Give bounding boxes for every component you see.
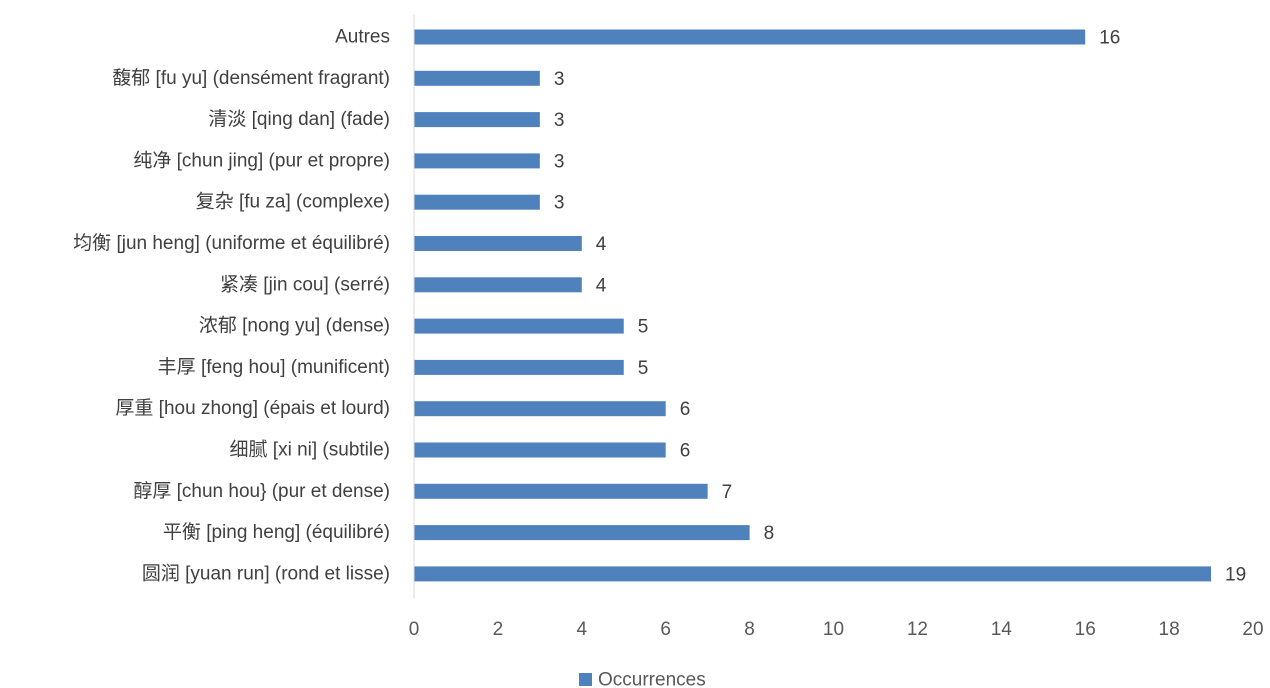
x-tick-label: 8 bbox=[744, 619, 755, 640]
x-tick-label: 20 bbox=[1242, 619, 1263, 640]
category-label: 紧凑 [jin cou] (serré) bbox=[220, 273, 390, 295]
category-label: 浓郁 [nong yu] (dense) bbox=[199, 315, 390, 337]
bar bbox=[414, 566, 1212, 582]
category-label: 均衡 [jun heng] (uniforme et équilibré) bbox=[73, 232, 390, 254]
category-label: 细腻 [xi ni] (subtile) bbox=[230, 439, 390, 461]
bar bbox=[414, 442, 666, 458]
x-tick-label: 2 bbox=[493, 619, 504, 640]
category-label: 醇厚 [chun hou} (pur et dense) bbox=[133, 480, 390, 502]
x-tick-label: 0 bbox=[409, 619, 420, 640]
legend: Occurrences bbox=[579, 670, 706, 688]
data-label: 8 bbox=[764, 523, 775, 544]
category-label: 厚重 [hou zhong] (épais et lourd) bbox=[115, 397, 390, 419]
x-tick-label: 14 bbox=[991, 619, 1013, 640]
bars-layer bbox=[414, 29, 1212, 582]
data-label: 7 bbox=[722, 482, 733, 503]
data-label: 3 bbox=[554, 69, 565, 90]
bar bbox=[414, 194, 540, 210]
bar bbox=[414, 112, 540, 128]
category-label: 平衡 [ping heng] (équilibré) bbox=[163, 521, 390, 543]
bar bbox=[414, 401, 666, 417]
bar bbox=[414, 318, 624, 334]
bar bbox=[414, 359, 624, 375]
data-label: 6 bbox=[680, 399, 691, 420]
category-label: Autres bbox=[335, 27, 390, 48]
x-tick-label: 16 bbox=[1075, 619, 1096, 640]
data-label: 4 bbox=[596, 234, 607, 255]
category-label: 纯净 [chun jing] (pur et propre) bbox=[133, 149, 390, 171]
x-tick-label: 10 bbox=[823, 619, 844, 640]
bar bbox=[414, 29, 1086, 45]
data-label: 5 bbox=[638, 358, 649, 379]
legend-label-occurrences: Occurrences bbox=[598, 670, 706, 688]
legend-swatch-occurrences bbox=[579, 673, 592, 686]
data-label: 3 bbox=[554, 151, 565, 172]
x-tick-label: 4 bbox=[577, 619, 588, 640]
category-label: 清淡 [qing dan] (fade) bbox=[208, 108, 390, 130]
category-label: 圆润 [yuan run] (rond et lisse) bbox=[142, 562, 390, 584]
bar bbox=[414, 525, 750, 541]
category-label: 丰厚 [feng hou] (munificent) bbox=[158, 356, 390, 378]
bar bbox=[414, 70, 540, 86]
bar bbox=[414, 483, 708, 499]
data-label: 3 bbox=[554, 110, 565, 131]
data-label: 19 bbox=[1225, 564, 1246, 585]
bar bbox=[414, 153, 540, 169]
category-labels: Autres 馥郁 [fu yu] (densément fragrant) 清淡 … bbox=[73, 27, 390, 585]
data-label: 6 bbox=[680, 441, 691, 462]
category-label: 复杂 [fu za] (complexe) bbox=[196, 191, 390, 213]
bar bbox=[414, 277, 582, 293]
category-label: 馥郁 [fu yu] (densément fragrant) bbox=[112, 67, 390, 89]
x-tick-label: 18 bbox=[1159, 619, 1180, 640]
data-label: 5 bbox=[638, 317, 649, 338]
x-tick-label: 12 bbox=[907, 619, 928, 640]
value-labels: 16 3 3 3 3 4 4 5 5 6 6 7 8 19 bbox=[554, 28, 1246, 586]
bar bbox=[414, 236, 582, 251]
x-tick-label: 6 bbox=[660, 619, 671, 640]
data-label: 4 bbox=[596, 275, 607, 296]
data-label: 3 bbox=[554, 193, 565, 214]
x-axis-ticks: 0 2 4 6 8 10 12 14 16 18 20 bbox=[409, 619, 1264, 640]
data-label: 16 bbox=[1099, 28, 1120, 49]
